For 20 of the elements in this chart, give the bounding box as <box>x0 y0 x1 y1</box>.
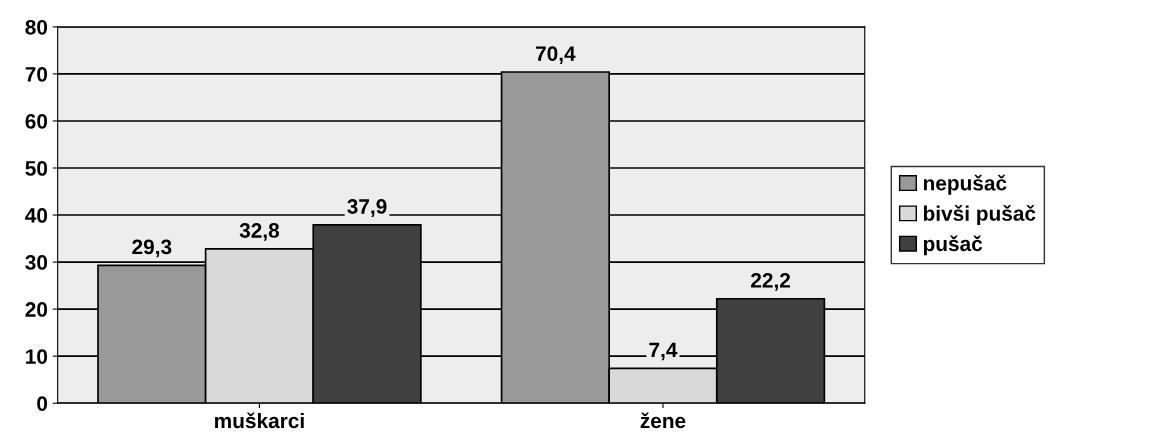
data-label: 37,9 <box>347 199 387 217</box>
data-label: 70,4 <box>535 46 576 64</box>
legend-label: bivši pušač <box>923 205 1036 225</box>
y-tick-label: 40 <box>25 208 48 223</box>
x-tick-label: muškarci <box>215 412 304 429</box>
data-label: 22,2 <box>751 272 791 291</box>
y-tick-label: 10 <box>26 349 48 364</box>
y-tick-label: 20 <box>25 302 48 317</box>
data-label: 7,4 <box>649 342 678 361</box>
y-tick-label: 0 <box>37 396 48 411</box>
y-tick-label: 30 <box>25 255 48 270</box>
y-tick-label: 50 <box>25 161 48 176</box>
y-tick-label: 60 <box>25 113 48 129</box>
legend-label: nepušač <box>923 174 1007 195</box>
x-tick-label: žene <box>640 412 686 429</box>
y-tick-label: 70 <box>25 66 48 82</box>
legend-label: pušač <box>923 235 983 256</box>
data-label: 29,3 <box>132 239 172 258</box>
data-label: 32,8 <box>239 223 280 241</box>
y-tick-label: 80 <box>25 19 48 35</box>
